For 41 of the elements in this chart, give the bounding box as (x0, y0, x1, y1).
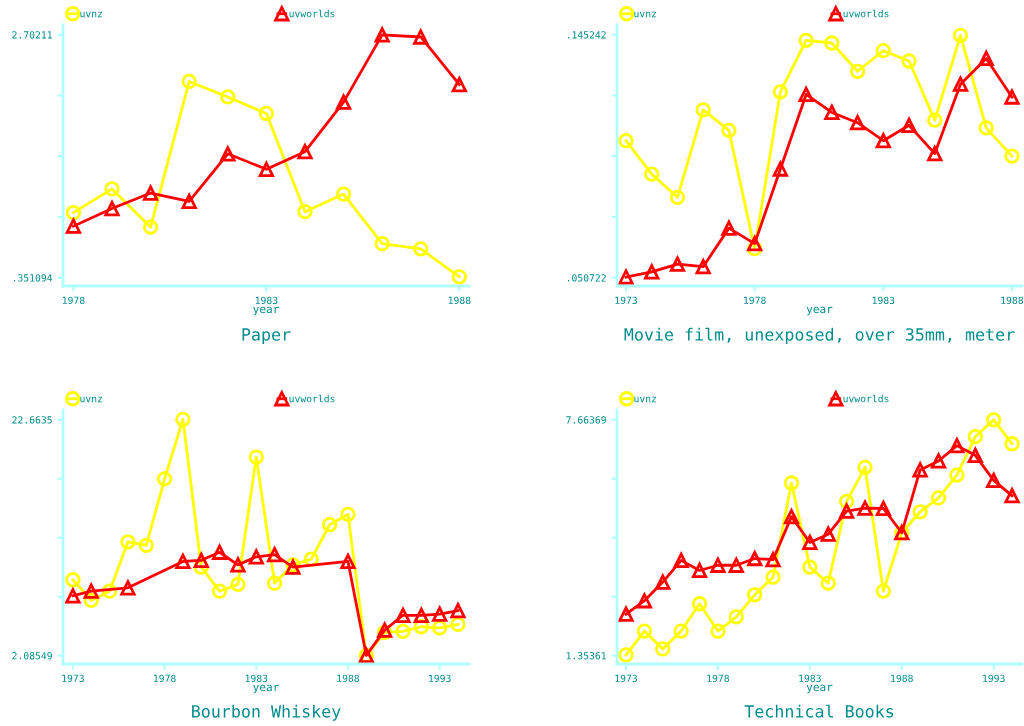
x-axis-title: year (806, 306, 833, 316)
x-tick-label: 1993 (983, 674, 1005, 682)
legend-label: uvnz (80, 11, 103, 18)
y-tick-label: .351094 (13, 274, 53, 282)
legend-label: uvworlds (289, 394, 335, 403)
legend-label: uvworlds (289, 9, 335, 18)
text: Technical Books (744, 704, 894, 718)
x-tick-label: 1988 (337, 674, 360, 682)
y-tick-label: .050722 (567, 274, 606, 282)
x-axis-title: year (806, 684, 833, 694)
x-tick-label: 1988 (1001, 296, 1024, 304)
legend-label: uvnz (80, 396, 103, 403)
x-tick-label: 1993 (429, 674, 451, 682)
legend-label: uvnz (634, 11, 657, 18)
legend-label: uvworlds (843, 9, 889, 18)
text: Paper (242, 328, 291, 344)
x-tick-label: 1973 (615, 674, 637, 682)
y-tick-label: 2.70211 (12, 31, 52, 39)
y-tick-label: 22.6635 (12, 416, 52, 424)
text: Bourbon Whiskey (192, 704, 341, 721)
x-tick-label: 1978 (62, 296, 85, 304)
x-tick-label: 1973 (615, 296, 637, 304)
x-tick-label: 1978 (744, 296, 766, 304)
y-tick-label: 7.66369 (566, 416, 606, 424)
y-tick-label: 1.35361 (566, 652, 606, 660)
x-tick-label: 1983 (255, 296, 278, 304)
x-tick-label: 1983 (872, 296, 895, 304)
x-tick-label: 1983 (799, 674, 821, 682)
x-tick-label: 1988 (448, 296, 471, 304)
x-axis-title: year (253, 684, 279, 694)
x-tick-label: 1983 (245, 674, 268, 682)
y-tick-label: .145242 (567, 31, 606, 39)
x-tick-label: 1978 (707, 674, 730, 682)
legend-label: uvworlds (843, 394, 889, 403)
x-tick-label: 1973 (62, 674, 84, 682)
text: Movie film, unexposed, over 35mm, meter (624, 327, 1015, 344)
x-tick-label: 1978 (154, 674, 176, 682)
y-tick-label: 2.08549 (12, 652, 52, 660)
x-axis-title: year (253, 306, 279, 316)
x-tick-label: 1988 (891, 674, 913, 682)
legend-label: uvnz (634, 396, 657, 403)
